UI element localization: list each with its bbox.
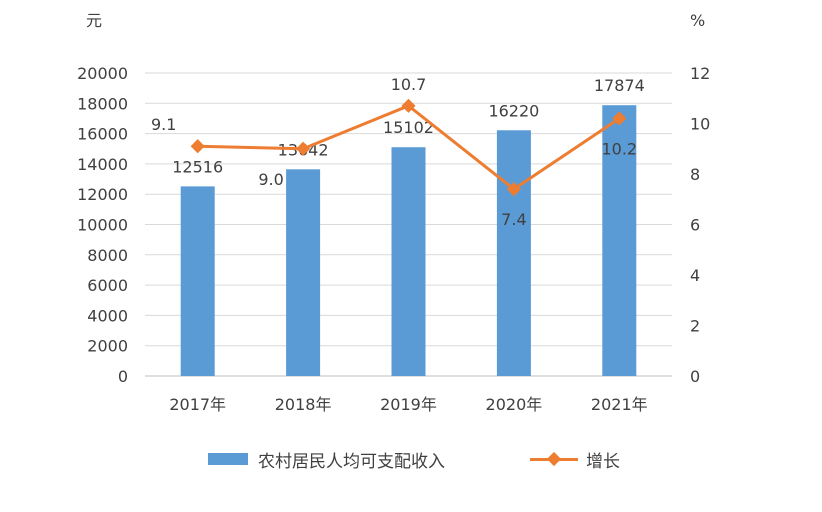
bar-data-label: 17874: [594, 76, 645, 95]
y-left-tick-label: 18000: [77, 94, 128, 113]
y-right-tick-label: 8: [690, 165, 700, 184]
y-left-tick-label: 8000: [87, 246, 128, 265]
y-left-tick-label: 14000: [77, 155, 128, 174]
legend-label-growth: 增长: [586, 451, 620, 472]
x-tick-label: 2021年: [591, 395, 648, 414]
bar: [496, 130, 531, 376]
y-right-tick-label: 10: [690, 115, 710, 134]
y-left-tick-label: 12000: [77, 185, 128, 204]
legend-item-growth: 增长: [530, 444, 620, 474]
growth-data-label: 10.7: [391, 75, 427, 94]
y-left-tick-label: 16000: [77, 125, 128, 144]
y-left-tick-label: 10000: [77, 216, 128, 235]
y-left-tick-label: 0: [118, 367, 128, 386]
y-right-tick-label: 6: [690, 216, 700, 235]
y-right-tick-label: 12: [690, 64, 710, 83]
growth-point: [190, 139, 205, 154]
bar: [286, 169, 321, 376]
growth-data-label: 9.1: [151, 115, 176, 134]
y-left-unit: 元: [86, 11, 102, 30]
bar-data-label: 15102: [383, 118, 434, 137]
bar: [391, 147, 426, 376]
y-left-tick-label: 6000: [87, 276, 128, 295]
bar-data-label: 16220: [488, 101, 539, 120]
growth-data-label: 10.2: [601, 139, 637, 158]
x-tick-label: 2018年: [275, 395, 332, 414]
legend-bar-swatch: [208, 453, 248, 465]
growth-data-label: 9.0: [258, 170, 283, 189]
y-right-tick-label: 2: [690, 317, 700, 336]
x-tick-label: 2020年: [486, 395, 543, 414]
y-right-unit: %: [690, 11, 705, 30]
y-right-tick-label: 4: [690, 266, 700, 285]
legend-label-income: 农村居民人均可支配收入: [258, 451, 445, 472]
y-left-tick-label: 20000: [77, 64, 128, 83]
legend-item-income: 农村居民人均可支配收入: [208, 444, 445, 474]
growth-point: [612, 111, 627, 126]
bar-data-label: 12516: [172, 157, 223, 176]
bar: [180, 186, 215, 376]
growth-point: [506, 182, 521, 197]
y-left-tick-label: 4000: [87, 306, 128, 325]
growth-point: [401, 98, 416, 113]
legend-line-swatch: [530, 451, 578, 467]
legend: 农村居民人均可支配收入 增长: [0, 444, 822, 474]
growth-point: [296, 141, 311, 156]
bar: [602, 105, 637, 377]
x-tick-label: 2017年: [169, 395, 226, 414]
x-tick-label: 2019年: [380, 395, 437, 414]
y-left-tick-label: 2000: [87, 337, 128, 356]
y-right-tick-label: 0: [690, 367, 700, 386]
growth-data-label: 7.4: [501, 210, 526, 229]
